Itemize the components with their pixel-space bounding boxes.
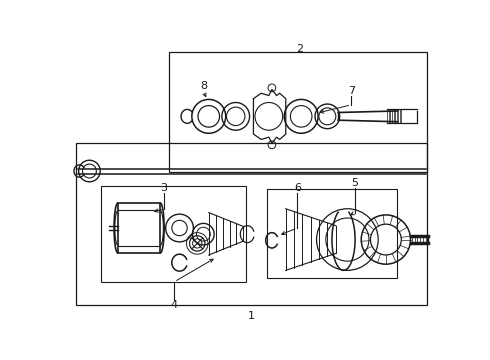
- Text: 8: 8: [200, 81, 207, 91]
- Bar: [118, 203, 160, 253]
- Text: 1: 1: [247, 311, 255, 321]
- Text: 4: 4: [171, 300, 178, 310]
- Text: 6: 6: [294, 183, 301, 193]
- Text: 2: 2: [296, 44, 303, 54]
- Text: 7: 7: [348, 86, 355, 96]
- Bar: [76, 143, 427, 305]
- Text: 3: 3: [161, 183, 168, 193]
- Bar: [101, 186, 246, 282]
- Bar: [169, 53, 427, 172]
- Text: 5: 5: [352, 178, 359, 188]
- Bar: [267, 189, 397, 278]
